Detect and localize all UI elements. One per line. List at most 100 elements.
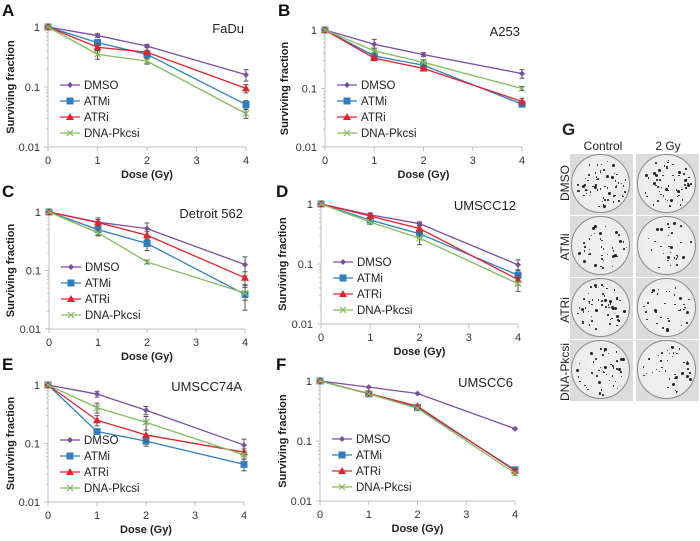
colony [601, 200, 604, 203]
legend-entry-atmi: ATMi [332, 450, 382, 462]
panel-letter: E [2, 355, 13, 374]
x-tick-label: 0 [45, 155, 51, 167]
colony [587, 310, 590, 313]
series-line [324, 29, 523, 90]
colony [679, 309, 682, 311]
colony [673, 294, 676, 296]
colony [653, 309, 657, 312]
colony [615, 186, 617, 188]
legend-marker [67, 311, 75, 319]
legend-entry-atri: ATRi [332, 466, 381, 478]
colony [582, 320, 584, 323]
colony [658, 266, 660, 269]
column-label-2gy: 2 Gy [655, 139, 681, 153]
colony-plate-dna-pkcsi-control [570, 340, 633, 401]
data-point [519, 70, 525, 77]
colony [612, 201, 615, 203]
series-line [319, 380, 516, 474]
legend-entry-dna-pkcsi: DNA-Pkcsi [60, 128, 140, 140]
data-point [420, 51, 427, 58]
data-point [321, 26, 329, 34]
y-tick-label: 0.01 [292, 319, 313, 331]
y-tick-label: 0.01 [19, 142, 40, 154]
colony [659, 228, 663, 232]
legend-entry-dna-pkcsi: DNA-Pkcsi [60, 483, 140, 495]
colony [602, 293, 604, 295]
colony [615, 184, 618, 187]
data-point [143, 48, 151, 56]
legend-marker [66, 468, 74, 475]
colony [647, 237, 650, 240]
data-point [242, 261, 248, 268]
colony [665, 328, 669, 332]
colony [625, 246, 628, 249]
colony [584, 177, 587, 180]
y-tick-label: 0.1 [25, 82, 40, 94]
x-axis-title: Dose (Gy) [398, 169, 450, 181]
legend-marker [343, 129, 351, 137]
y-tick-label: 1 [311, 25, 317, 37]
y-tick-label: 0.1 [297, 436, 312, 448]
y-tick-label: 0.01 [19, 497, 40, 509]
colony [577, 184, 579, 186]
panel-letter: D [276, 182, 288, 201]
colony [612, 365, 614, 367]
colony [606, 187, 609, 189]
colony [592, 361, 595, 363]
legend-marker [66, 452, 74, 460]
data-point [94, 226, 102, 234]
colony [690, 241, 692, 243]
colony [585, 386, 588, 389]
data-point [242, 110, 250, 118]
colony [588, 302, 591, 304]
colony [678, 194, 680, 197]
data-point [370, 54, 379, 62]
data-point [241, 289, 249, 297]
cell-line-title: Detroit 562 [179, 206, 243, 221]
colony [598, 232, 602, 236]
y-axis-title: Surviving fraction [5, 223, 17, 317]
colony [657, 169, 661, 173]
colony [678, 296, 682, 300]
colony [672, 383, 676, 387]
colony [647, 302, 649, 304]
data-point [241, 442, 247, 449]
series-line [47, 26, 247, 115]
colony [602, 259, 605, 262]
colony [617, 319, 619, 321]
colony-plate-dmso-2gy [636, 154, 699, 215]
legend-entry-dmso: DMSO [333, 257, 392, 269]
colony [667, 161, 669, 164]
colony [595, 286, 597, 289]
colony [666, 167, 668, 169]
colony [676, 352, 678, 355]
colony [675, 391, 678, 393]
colony [667, 185, 670, 187]
legend-marker [339, 306, 347, 314]
series-line [320, 203, 519, 285]
colony [662, 195, 665, 197]
colony [595, 328, 597, 330]
colony [668, 245, 670, 248]
colony [676, 264, 678, 266]
colony [611, 265, 614, 268]
x-tick-label: 4 [243, 155, 249, 167]
colony [602, 204, 605, 206]
colony [642, 366, 645, 368]
series-line [47, 26, 247, 106]
colony [678, 174, 680, 177]
colony [623, 310, 627, 314]
data-point [416, 220, 423, 227]
legend-entry-atri: ATRi [60, 112, 109, 124]
petri-dish [571, 216, 630, 275]
colony [584, 307, 587, 309]
colony [617, 182, 620, 184]
colony [672, 221, 676, 225]
colony [602, 205, 606, 209]
x-tick-label: 1 [366, 509, 372, 521]
colony [651, 291, 653, 294]
legend-label: ATRi [84, 112, 109, 124]
data-point [144, 225, 150, 232]
colony [591, 303, 593, 306]
colony [687, 182, 689, 185]
